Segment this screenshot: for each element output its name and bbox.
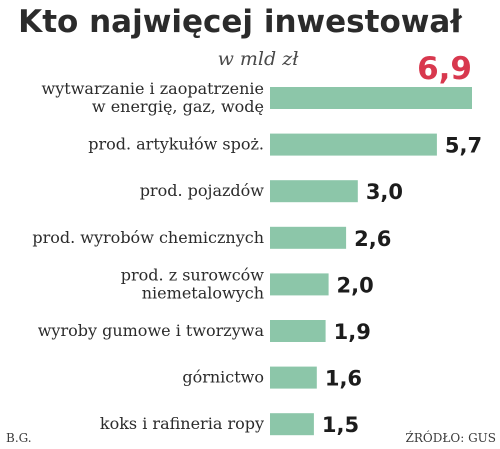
bar-6 <box>270 320 326 342</box>
chart-title: Kto najwięcej inwestował <box>18 4 463 40</box>
category-label-1-line-2: w energię, gaz, wodę <box>92 97 264 116</box>
value-label-6: 1,9 <box>334 320 371 344</box>
bar-3 <box>270 180 358 203</box>
bar-2 <box>270 133 437 156</box>
category-label-7: górnictwo <box>182 368 264 387</box>
category-label-3: prod. pojazdów <box>140 181 265 200</box>
value-label-4: 2,6 <box>354 227 391 251</box>
bar-1 <box>270 87 472 109</box>
bar-4 <box>270 226 347 249</box>
category-label-5-line-1: prod. z surowców <box>121 265 265 284</box>
category-label-2: prod. artykułów spoż. <box>88 135 264 154</box>
source-note: ŹRÓDŁO: GUS <box>406 429 496 445</box>
value-label-7: 1,6 <box>325 367 362 391</box>
category-label-1-line-1: wytwarzanie i zaopatrzenie <box>42 79 264 98</box>
category-label-6: wyroby gumowe i tworzywa <box>38 321 265 340</box>
chart-subtitle: w mld zł <box>218 48 300 70</box>
value-label-5: 2,0 <box>337 273 374 297</box>
author-credit: B.G. <box>6 431 32 445</box>
value-label-2: 5,7 <box>445 134 482 158</box>
category-label-4: prod. wyrobów chemicznych <box>32 228 264 247</box>
category-label-8: koks i rafineria ropy <box>100 414 264 433</box>
value-label-1: 6,9 <box>417 51 472 87</box>
category-label-5-line-2: niemetalowych <box>142 283 264 302</box>
bar-7 <box>270 366 317 389</box>
bar-5 <box>270 273 329 296</box>
value-label-8: 1,5 <box>322 413 359 437</box>
value-label-3: 3,0 <box>366 180 403 204</box>
bar-8 <box>270 413 314 436</box>
